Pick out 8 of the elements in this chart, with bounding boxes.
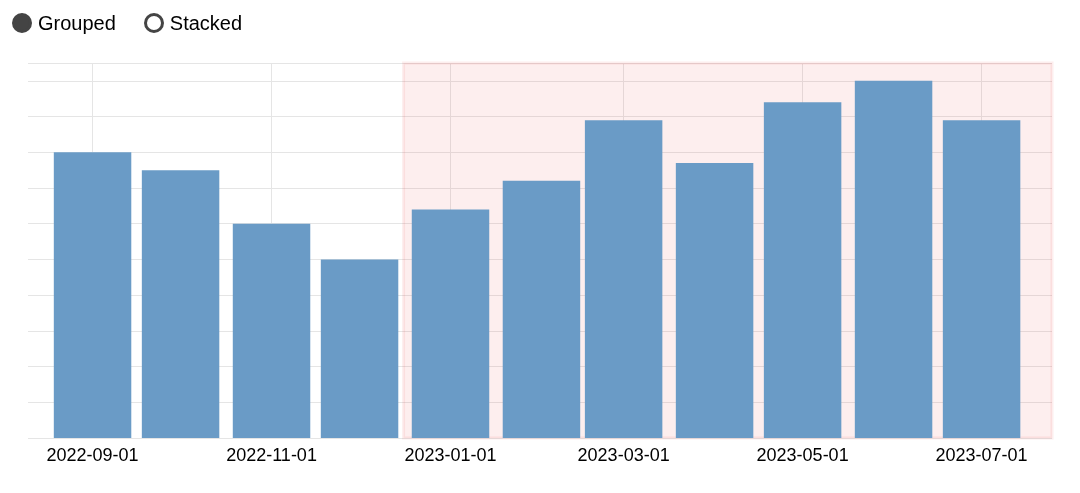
text: Stacked <box>169 11 243 35</box>
x-tick-label: 2023-07-01 <box>935 445 1028 465</box>
x-tick-label: 2022-11-01 <box>226 445 317 465</box>
text: Grouped <box>38 11 116 35</box>
x-tick-label: 2023-01-01 <box>404 445 497 465</box>
x-tick-label: 2023-05-01 <box>756 445 849 465</box>
x-tick-label: 2022-09-01 <box>46 445 139 465</box>
x-tick-label: 2023-03-01 <box>577 445 670 465</box>
